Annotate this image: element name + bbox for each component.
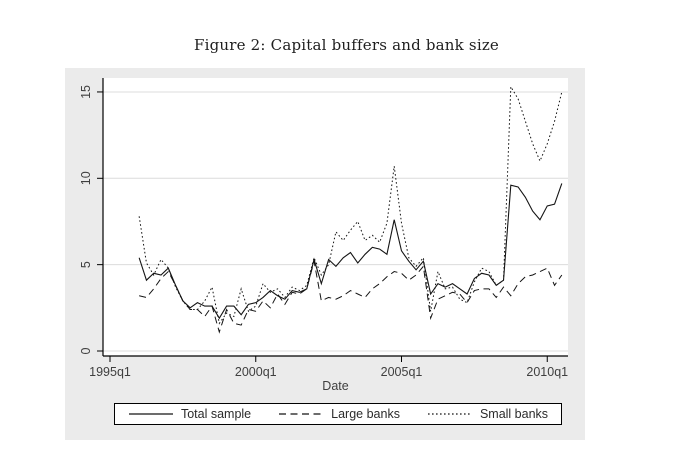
series-line-small-banks xyxy=(138,85,563,325)
legend-swatch-dotted-line-icon xyxy=(427,413,472,415)
legend-swatch-solid-line-icon xyxy=(128,413,173,415)
plot-area xyxy=(103,78,568,356)
x-tick-label: 2010q1 xyxy=(526,365,568,379)
y-tick-label: 5 xyxy=(79,261,93,268)
y-tick-label: 0 xyxy=(79,347,93,354)
x-tick-label: 2000q1 xyxy=(235,365,277,379)
legend-item-total-sample: Total sample xyxy=(128,407,251,421)
legend-label-total-sample: Total sample xyxy=(180,407,252,421)
legend-label-large-banks: Large banks xyxy=(331,407,400,421)
y-tick-label: 10 xyxy=(79,171,93,185)
graph-region: 0 5 10 15 1995q1 2000q1 2005q1 2010q1 Date Tota… xyxy=(65,68,585,440)
chart-canvas: 0 5 10 15 1995q1 2000q1 2005q1 2010q1 xyxy=(79,78,568,379)
y-tick-label: 15 xyxy=(79,85,93,99)
legend-label-small-banks: Small banks xyxy=(479,407,549,421)
series-line-total-sample xyxy=(138,183,563,320)
legend-swatch-dashed-line-icon xyxy=(279,413,324,415)
x-tick-label: 1995q1 xyxy=(89,365,131,379)
legend: Total sample Large banks Small banks xyxy=(114,403,562,425)
x-axis-title: Date xyxy=(322,379,349,393)
x-tick-label: 2005q1 xyxy=(381,365,423,379)
legend-item-small-banks: Small banks xyxy=(427,407,548,421)
legend-item-large-banks: Large banks xyxy=(278,407,400,421)
figure-title: Figure 2: Capital buffers and bank size xyxy=(194,36,499,54)
series-line-large-banks xyxy=(139,261,563,334)
